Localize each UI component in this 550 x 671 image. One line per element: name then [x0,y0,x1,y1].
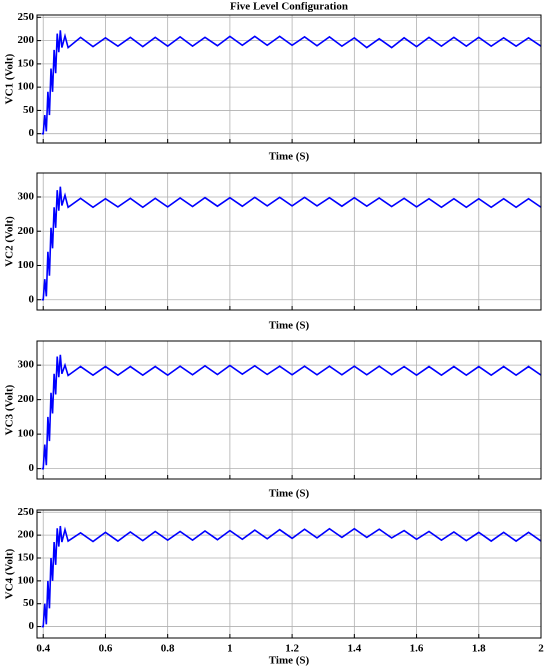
y-tick-label: 0 [29,462,35,474]
y-tick-label: 100 [18,259,35,271]
y-tick-label: 0 [29,127,35,139]
y-tick-label: 150 [18,57,35,69]
y-tick-label: 200 [18,34,35,46]
y-tick-label: 200 [18,393,35,405]
y-tick-label: 50 [23,597,35,609]
data-line [41,186,542,301]
y-tick-label: 100 [18,81,35,93]
x-tick-label: 0.8 [161,643,175,655]
chart-title: Five Level Configuration [230,1,348,13]
plot-area [37,510,541,638]
x-axis-label: Time (S) [269,655,310,667]
x-tick-label: 0.4 [36,643,50,655]
y-axis-label: VC1 (Volt) [4,53,16,104]
data-line [41,30,542,135]
subplot: 0 100 200 300 Time (S) VC3 (Volt) [4,340,542,500]
x-tick-label: 1.6 [410,643,424,655]
axes-frame [36,509,542,639]
x-axis-label: Time (S) [269,488,310,500]
plot-area [37,173,541,310]
y-tick-label: 0 [29,293,35,305]
y-tick-label: 300 [18,191,35,203]
axes-frame [36,14,542,144]
x-axis-label: Time (S) [269,320,310,332]
axes-frame [36,172,542,311]
y-tick-label: 100 [18,428,35,440]
y-tick-label: 250 [18,506,35,518]
data-line [41,525,542,628]
x-axis-label: Time (S) [269,151,310,163]
x-tick-label: 2 [538,643,544,655]
plot-area [37,341,541,479]
x-tick-label: 1.2 [285,643,299,655]
axes-frame [36,340,542,480]
y-axis-label: VC4 (Volt) [4,548,16,599]
x-tick-label: 1.8 [472,643,486,655]
x-tick-label: 1.4 [347,643,361,655]
x-tick-label: 0.6 [99,643,113,655]
y-tick-label: 150 [18,552,35,564]
subplot: 0 50 100 150 200 250 0.4 0.6 0.8 1 1.2 1.4 1.6 1.8 2 Ti… [4,506,545,667]
subplot: 0 50 100 150 200 250 Five Level Configuration T… [4,1,542,163]
y-tick-label: 250 [18,11,35,23]
subplot: 0 100 200 300 Time (S) VC2 (Volt) [4,172,542,332]
y-tick-label: 200 [18,225,35,237]
y-tick-label: 300 [18,359,35,371]
y-tick-label: 100 [18,574,35,586]
plot-area [37,15,541,143]
x-tick-label: 1 [227,643,233,655]
y-axis-label: VC2 (Volt) [4,216,16,267]
data-line [41,354,542,470]
y-tick-label: 200 [18,529,35,541]
y-tick-label: 50 [23,104,35,116]
y-tick-label: 0 [29,620,35,632]
y-axis-label: VC3 (Volt) [4,384,16,435]
